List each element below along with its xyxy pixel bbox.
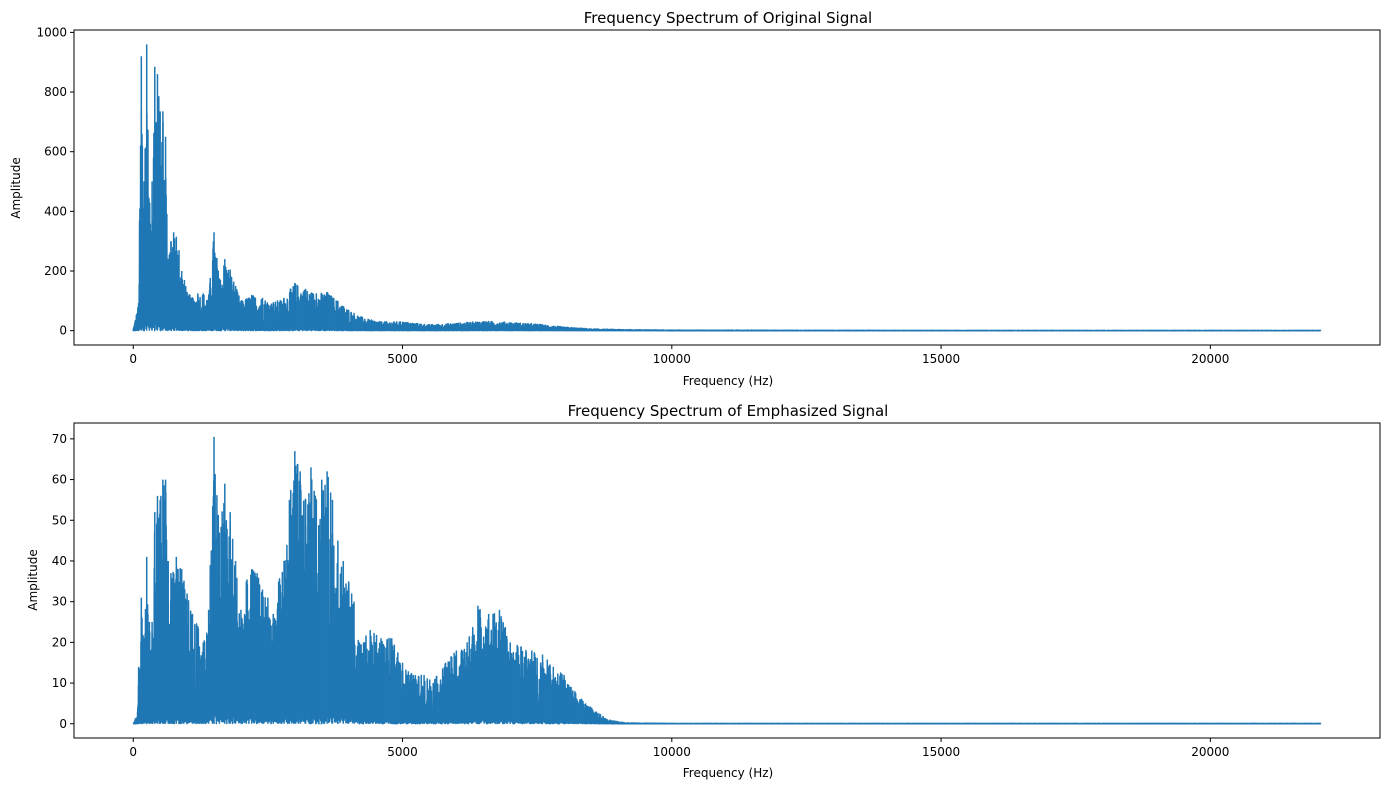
x-tick-label: 15000 (922, 352, 960, 366)
axes-frame (73, 422, 1381, 739)
x-tick-label: 10000 (653, 352, 691, 366)
y-axis-label: Amplitude (26, 549, 40, 611)
y-tick-label: 400 (44, 204, 67, 218)
y-tick-label: 50 (52, 513, 67, 527)
y-axis-ticks: 0 200 400 600 800 1000 (36, 25, 74, 338)
y-tick-label: 1000 (36, 25, 67, 39)
axes-frame (73, 29, 1381, 346)
y-tick-label: 70 (52, 432, 67, 446)
x-tick-label: 20000 (1191, 745, 1229, 759)
x-tick-label: 10000 (653, 745, 691, 759)
chart-emphasized-signal: Frequency Spectrum of Emphasized Signal … (26, 402, 1381, 780)
x-axis-ticks: 0 5000 10000 15000 20000 (129, 345, 1229, 366)
y-tick-label: 20 (52, 635, 67, 649)
y-tick-label: 60 (52, 473, 67, 487)
chart-original-signal: Frequency Spectrum of Original Signal 0 5… (9, 9, 1381, 388)
chart-title: Frequency Spectrum of Emphasized Signal (568, 402, 889, 420)
y-tick-label: 10 (52, 676, 67, 690)
y-axis-ticks: 0 10 20 30 40 50 60 70 (52, 432, 74, 731)
x-axis-label: Frequency (Hz) (683, 374, 774, 388)
y-tick-label: 600 (44, 145, 67, 159)
x-tick-label: 15000 (922, 745, 960, 759)
y-axis-label: Amplitude (9, 157, 23, 219)
x-tick-label: 0 (129, 745, 137, 759)
x-tick-label: 5000 (387, 352, 418, 366)
x-axis-ticks: 0 5000 10000 15000 20000 (129, 738, 1229, 759)
x-tick-label: 20000 (1191, 352, 1229, 366)
spectrum-line (132, 463, 1322, 725)
spectrum-line (132, 95, 1322, 332)
plot-area (132, 436, 1322, 725)
y-tick-label: 0 (59, 717, 67, 731)
x-axis-label: Frequency (Hz) (683, 766, 774, 780)
y-tick-label: 30 (52, 595, 67, 609)
y-tick-label: 200 (44, 264, 67, 278)
plot-area (132, 44, 1322, 332)
y-tick-label: 0 (59, 324, 67, 338)
y-tick-label: 40 (52, 554, 67, 568)
y-tick-label: 800 (44, 85, 67, 99)
chart-title: Frequency Spectrum of Original Signal (584, 9, 872, 27)
x-tick-label: 5000 (387, 745, 418, 759)
x-tick-label: 0 (129, 352, 137, 366)
